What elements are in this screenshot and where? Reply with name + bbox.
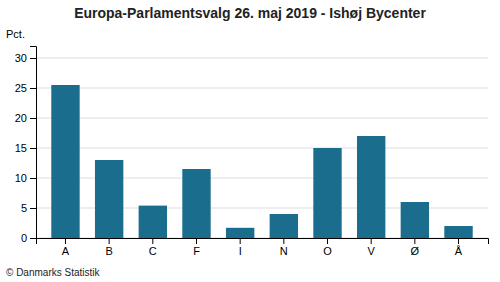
plot: 0 5 10 15 20 25 30 A B C F I N O V Ø Å <box>15 47 489 257</box>
footer: © Danmarks Statistik <box>6 267 101 278</box>
title: Europa-Parlamentsvalg 26. maj 2019 - Ish… <box>74 5 426 21</box>
y-tick: 20 <box>15 112 36 124</box>
bar <box>182 169 210 238</box>
bar <box>95 160 123 238</box>
y-tick-label: 30 <box>15 52 27 64</box>
grid-line <box>36 58 488 59</box>
y-tick-mark <box>30 238 36 239</box>
y-tick: 5 <box>21 202 36 214</box>
y-tick-mark <box>30 118 36 119</box>
x-tick-label: F <box>193 245 200 257</box>
y-tick: 10 <box>15 172 36 184</box>
grid <box>36 58 488 238</box>
y-tick-mark <box>30 208 36 209</box>
grid-line <box>36 118 488 119</box>
bar <box>139 206 167 238</box>
x-tick-mark <box>283 238 284 244</box>
x-tick-mark <box>152 238 153 244</box>
bar <box>270 214 298 238</box>
y-tick: 15 <box>15 142 36 154</box>
grid-line <box>36 88 488 89</box>
x-tick-mark <box>65 238 66 244</box>
y-axis-line <box>30 47 37 239</box>
y-tick: 30 <box>15 52 36 64</box>
x-tick-label: C <box>149 245 157 257</box>
x-tick-mark <box>371 238 372 244</box>
x-tick: F <box>193 238 200 257</box>
x-tick: A <box>62 238 70 257</box>
x-tick-mark <box>240 238 241 244</box>
y-tick-label: 25 <box>15 82 27 94</box>
y-tick-label: 15 <box>15 142 27 154</box>
y-label: Pct. <box>6 28 25 40</box>
x-tick: C <box>149 238 157 257</box>
y-axis: 0 5 10 15 20 25 30 <box>15 47 37 245</box>
x-tick-label: B <box>105 245 112 257</box>
x-tick-label: Ø <box>411 245 420 257</box>
bar <box>226 228 254 238</box>
x-tick-mark <box>196 238 197 244</box>
x-tick: B <box>105 238 112 257</box>
x-tick: N <box>280 238 288 257</box>
y-tick-label: 10 <box>15 172 27 184</box>
x-tick-label: N <box>280 245 288 257</box>
x-tick-mark <box>414 238 415 244</box>
x-tick: Ø <box>411 238 420 257</box>
x-tick: Å <box>455 238 463 257</box>
bars <box>51 85 472 238</box>
x-tick: I <box>239 238 242 257</box>
bar <box>444 226 472 238</box>
y-tick-label: 20 <box>15 112 27 124</box>
x-tick-mark <box>109 238 110 244</box>
x-tick: O <box>323 238 332 257</box>
chart-svg: Europa-Parlamentsvalg 26. maj 2019 - Ish… <box>0 0 500 282</box>
grid-line <box>36 148 488 149</box>
x-tick-mark <box>327 238 328 244</box>
x-tick-label: O <box>323 245 332 257</box>
x-axis: ABCFINOVØÅ <box>37 238 489 257</box>
y-tick-label: 5 <box>21 202 27 214</box>
y-tick: 25 <box>15 82 36 94</box>
x-tick-mark <box>458 238 459 244</box>
x-axis-line <box>37 239 489 245</box>
y-tick: 0 <box>21 232 36 244</box>
bar <box>313 148 341 238</box>
x-tick-label: V <box>368 245 376 257</box>
y-tick-mark <box>30 148 36 149</box>
y-tick-mark <box>30 58 36 59</box>
y-tick-mark <box>30 88 36 89</box>
x-tick-label: A <box>62 245 70 257</box>
y-tick-mark <box>30 178 36 179</box>
x-tick: V <box>368 238 376 257</box>
bar <box>357 136 385 238</box>
bar <box>51 85 79 238</box>
bar <box>401 202 429 238</box>
x-tick-label: Å <box>455 245 463 257</box>
y-tick-label: 0 <box>21 232 27 244</box>
x-tick-label: I <box>239 245 242 257</box>
